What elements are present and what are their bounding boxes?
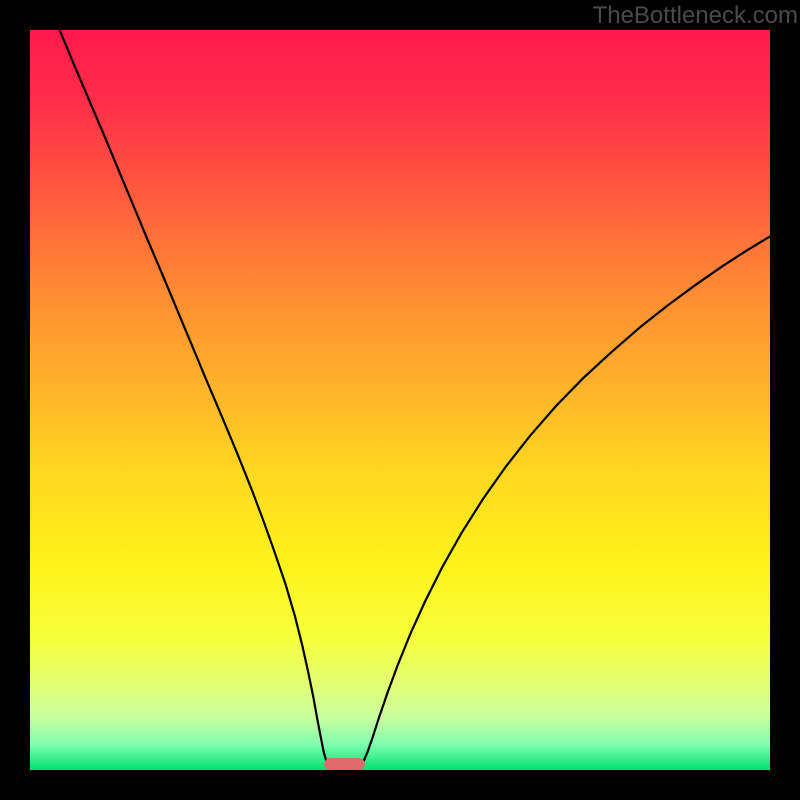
- bottleneck-chart: [0, 0, 800, 800]
- watermark-text: TheBottleneck.com: [593, 2, 798, 30]
- chart-container: { "canvas": { "width": 800, "height": 80…: [0, 0, 800, 800]
- bottleneck-marker: [324, 758, 365, 770]
